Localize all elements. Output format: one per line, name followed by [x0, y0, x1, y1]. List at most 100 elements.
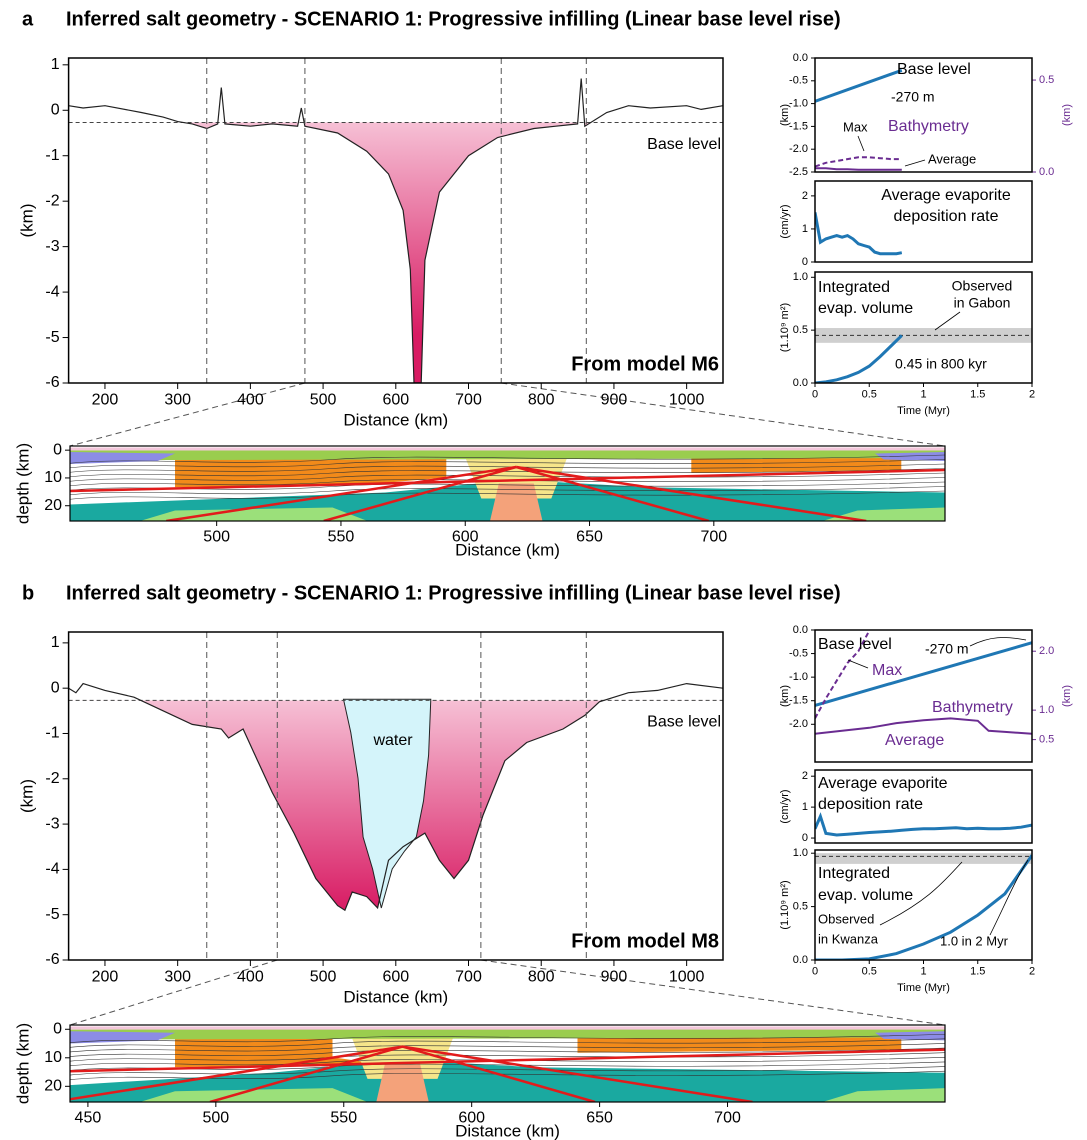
x-tick-label: 500 [203, 528, 230, 545]
x-tick-label: 650 [586, 1109, 613, 1126]
plot-frame [814, 271, 1033, 384]
y-tick-label: -2 [45, 770, 59, 787]
y-tick-label: 1 [802, 223, 808, 235]
x-tick-label: 0 [812, 966, 818, 978]
y-tick-label: 0 [53, 1020, 62, 1037]
fault [402, 1045, 753, 1102]
annotation: in Gabon [954, 295, 1011, 311]
x-tick-label: 500 [202, 1109, 229, 1126]
y-tick-label: 0 [802, 256, 808, 268]
annotation-arrow [969, 637, 1027, 647]
light-green-layer [822, 1088, 945, 1102]
x-axis-title: Distance (km) [343, 987, 448, 1006]
topography-line [68, 78, 724, 383]
pink-layer [70, 1026, 945, 1030]
contour [70, 459, 945, 469]
fault [209, 1045, 403, 1102]
base-level-label: Base level [647, 136, 721, 153]
x-tick-label: 500 [310, 968, 337, 985]
plot-frame [69, 445, 946, 522]
x-tick-label: 1.5 [970, 966, 985, 978]
annotation: -270 m [925, 641, 969, 657]
y-tick-label: -5 [45, 329, 59, 346]
annotation: Bathymetry [888, 118, 969, 135]
y-tick-label: 2 [802, 770, 808, 782]
y-tick-label: 20 [44, 1078, 62, 1095]
x-tick-label: 2 [1029, 966, 1035, 978]
plot-frame [814, 629, 1033, 763]
x-tick-label: 400 [237, 391, 264, 408]
y-tick-label: -0.5 [789, 75, 808, 87]
orange-layer [175, 455, 447, 488]
x-tick-label: 300 [164, 968, 191, 985]
plot-frame [814, 180, 1033, 263]
y-tick-label: 0.5 [793, 324, 808, 336]
annotation-arrow [847, 659, 869, 669]
series-line [815, 68, 903, 103]
y-axis-title: (1.10⁹ m²) [779, 303, 791, 352]
x-tick-label: 900 [601, 968, 628, 985]
water-label: water [372, 732, 413, 749]
contour [70, 472, 945, 482]
y-axis-title: (km) [779, 104, 791, 126]
x-tick-label: 300 [164, 391, 191, 408]
y2-axis-title: (km) [1061, 685, 1073, 707]
profile-plot [68, 682, 724, 912]
y-tick-label: -4 [45, 861, 59, 878]
fault [70, 1048, 945, 1073]
y-tick-label: -1 [45, 725, 59, 742]
x-tick-label: 700 [700, 528, 727, 545]
series-line [815, 167, 902, 171]
fault [166, 465, 517, 521]
plot-title: Integrated [818, 279, 890, 296]
chart-title: Inferred salt geometry - SCENARIO 1: Pro… [66, 582, 841, 604]
model-label: From model M6 [571, 353, 719, 375]
x-tick-label: 700 [714, 1109, 741, 1126]
fault [515, 465, 710, 521]
annotation: 0.45 in 800 kyr [895, 356, 987, 372]
y-axis-title: (km) [17, 779, 36, 813]
x-tick-label: 2 [1029, 389, 1035, 401]
profile-plot [68, 78, 724, 383]
y-tick-label: -1.0 [789, 671, 808, 683]
y2-tick-label: 0.5 [1039, 74, 1054, 86]
section-layers [70, 446, 945, 521]
y-tick-label: -6 [45, 374, 59, 391]
series-line [815, 641, 1032, 707]
pink-layer [70, 447, 945, 451]
series-line [815, 717, 1032, 735]
series-line [815, 334, 903, 383]
plot-title: evap. volume [818, 300, 913, 317]
y-tick-label: -1 [45, 147, 59, 164]
y-tick-label: 0 [53, 441, 62, 458]
contour [70, 477, 945, 487]
base-level-label: Base level [647, 714, 721, 731]
observed-band [815, 853, 1032, 864]
x-tick-label: 550 [328, 528, 355, 545]
fault [70, 1045, 403, 1101]
annotation: Observed [818, 911, 874, 926]
x-axis-title: Time (Myr) [897, 982, 950, 994]
y-tick-label: 0.0 [793, 52, 808, 64]
x-tick-label: 1000 [669, 968, 705, 985]
plot-title: Integrated [818, 865, 890, 882]
contour [70, 463, 945, 473]
plot-frame [814, 849, 1033, 961]
y-tick-label: -5 [45, 906, 59, 923]
y-tick-label: 20 [44, 497, 62, 514]
x-tick-label: 900 [601, 391, 628, 408]
purple-layer [875, 452, 945, 461]
x-tick-label: 200 [92, 968, 119, 985]
x-axis-title: Distance (km) [343, 410, 448, 429]
x-tick-label: 500 [310, 391, 337, 408]
y-tick-label: 2 [802, 190, 808, 202]
x-tick-label: 650 [576, 528, 603, 545]
contour [70, 1066, 945, 1076]
x-tick-label: 1 [920, 966, 926, 978]
x-tick-label: 450 [75, 1109, 102, 1126]
fault [402, 1045, 596, 1102]
light-green-layer [822, 507, 945, 521]
y-tick-label: -1.5 [789, 120, 808, 132]
plot-frame [67, 57, 724, 384]
